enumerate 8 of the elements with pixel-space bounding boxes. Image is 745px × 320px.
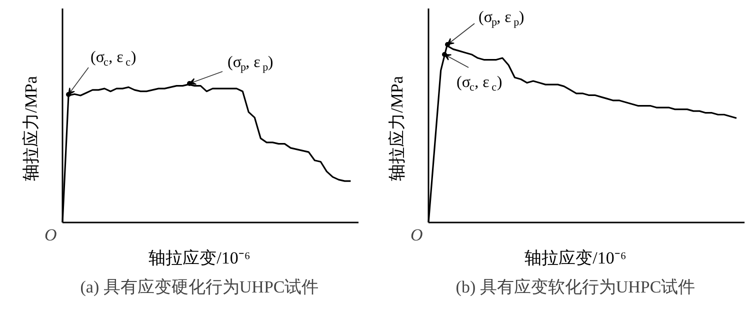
x-axis-title: 轴拉应变/10⁻⁶: [148, 248, 250, 268]
y-axis-title: 轴拉应力/MPa: [388, 76, 406, 181]
y-axis-title: 轴拉应力/MPa: [22, 76, 40, 181]
text: (b) 具有应变软化行为UHPC试件: [456, 278, 696, 296]
text: (a) 具有应变硬化行为UHPC试件: [80, 278, 319, 296]
text: O: [44, 226, 57, 244]
text: O: [410, 226, 423, 244]
x-axis-title: 轴拉应变/10⁻⁶: [524, 248, 626, 268]
